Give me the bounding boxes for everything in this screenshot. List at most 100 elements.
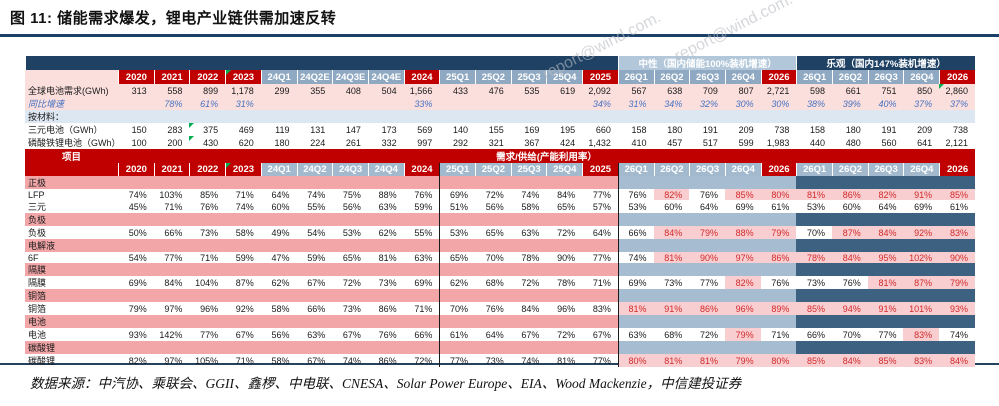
value-cell: 158 [631, 124, 647, 135]
value-cell: 72% [414, 355, 433, 366]
section-row: 电池 [25, 315, 975, 328]
section-title-row: 项目 需求/供给(产能利用率） [25, 149, 975, 163]
value-cell [225, 110, 261, 123]
column-header: 26Q4 [903, 70, 940, 84]
section-cell [689, 341, 725, 354]
section-cell [225, 213, 261, 226]
value-cell: 72% [557, 227, 576, 238]
value-cell: 180 [845, 124, 861, 135]
value-cell: 73% [342, 303, 361, 314]
value-cell: 560 [881, 137, 897, 148]
value-cell: 81% [689, 354, 725, 367]
value-cell: 79% [724, 354, 761, 367]
value-cell: 67% [342, 329, 361, 340]
value-cell: 104% [195, 277, 219, 288]
section-cell [260, 263, 297, 276]
value-cell: 57% [592, 201, 611, 212]
section-cell [260, 213, 297, 226]
value-cell: 69% [128, 277, 147, 288]
value-cell [689, 110, 725, 123]
value-cell: 567 [617, 84, 654, 97]
column-header: 2021 [153, 163, 190, 176]
value-cell: 86% [378, 355, 397, 366]
column-header: 2023 [225, 163, 261, 176]
value-cell: 91% [867, 302, 904, 315]
value-cell [546, 110, 583, 123]
section-cell [760, 263, 797, 276]
section-cell [367, 176, 404, 189]
table-row: 同比增速 78% 61% 31% 33% 34% 31% 34% 32% 30% 30% 38% 39%… [25, 97, 975, 110]
value-cell: 68% [664, 329, 683, 340]
value-cell: 51% [439, 200, 475, 213]
section-cell [867, 263, 904, 276]
value-cell: 91% [653, 302, 690, 315]
section-cell [260, 341, 297, 354]
value-cell [760, 110, 797, 123]
value-cell: 67% [592, 329, 611, 340]
section-cell [225, 341, 261, 354]
value-cell: 807 [724, 84, 761, 97]
value-cell: 76% [699, 189, 718, 200]
section-cell [403, 176, 440, 189]
column-header: 24Q2E [296, 70, 333, 84]
value-cell [118, 97, 154, 110]
value-cell: 76% [842, 277, 861, 288]
value-cell [189, 110, 226, 123]
value-cell: 150 [131, 124, 147, 135]
section-label: 电池 [25, 315, 118, 328]
section-cell [367, 315, 404, 328]
column-header: 2021 [153, 70, 190, 84]
section-label: 碳酸锂 [25, 341, 118, 354]
value-cell: 70% [842, 329, 861, 340]
value-cell: 81% [557, 355, 576, 366]
value-cell: 173 [381, 124, 397, 135]
value-cell: 738 [952, 124, 968, 135]
value-cell: 49% [271, 227, 290, 238]
section-cell [689, 315, 725, 328]
section-cell [510, 176, 547, 189]
scenario-neutral-label: 中性（国内储能100%装机增速） [617, 56, 797, 70]
column-header: 26Q4 [724, 163, 761, 176]
section-cell [689, 263, 725, 276]
value-cell: 738 [774, 124, 790, 135]
table-row: 隔膜 69% 84% 104% 87% 62% 67% 72% 73% 69% 62% 68% 72% 7… [25, 276, 975, 289]
value-cell: 158 [810, 124, 826, 135]
column-header: 26Q2 [832, 163, 868, 176]
section-cell [653, 315, 690, 328]
value-cell [439, 110, 476, 123]
column-header: 26Q2 [653, 70, 690, 84]
value-cell: 142% [159, 329, 183, 340]
section-cell [939, 315, 975, 328]
section-cell [475, 239, 511, 252]
value-cell: 72% [342, 277, 361, 288]
value-cell: 63% [378, 201, 397, 212]
value-cell: 64% [485, 329, 504, 340]
value-cell: 169 [524, 124, 540, 135]
value-cell: 84% [557, 189, 576, 200]
column-header: 26Q3 [867, 163, 904, 176]
column-header: 26Q1 [796, 70, 833, 84]
value-cell: 200 [167, 137, 183, 148]
value-cell: 38% [796, 97, 833, 110]
value-cell: 457 [667, 137, 683, 148]
section-cell [260, 289, 297, 302]
column-header: 2022 [189, 70, 226, 84]
column-header: 26Q1 [617, 70, 654, 84]
section-cell [796, 263, 833, 276]
value-cell: 56% [485, 201, 504, 212]
column-header: 26Q1 [617, 163, 654, 176]
value-cell: 2,721 [760, 84, 797, 97]
section-cell [403, 213, 440, 226]
section-cell [332, 341, 368, 354]
value-cell: 180 [667, 124, 683, 135]
section-cell [617, 239, 654, 252]
section-cell [475, 341, 511, 354]
section-cell [867, 213, 904, 226]
column-header: 25Q3 [510, 70, 547, 84]
table-row: 三元 45% 71% 76% 74% 60% 55% 56% 63% 59% 51% 56% 58% 65… [25, 200, 975, 213]
value-cell: 90% [689, 252, 725, 263]
value-cell: 517 [702, 137, 718, 148]
section-cell [118, 315, 154, 328]
column-header: 24Q4 [367, 163, 404, 176]
value-cell: 97% [164, 303, 183, 314]
